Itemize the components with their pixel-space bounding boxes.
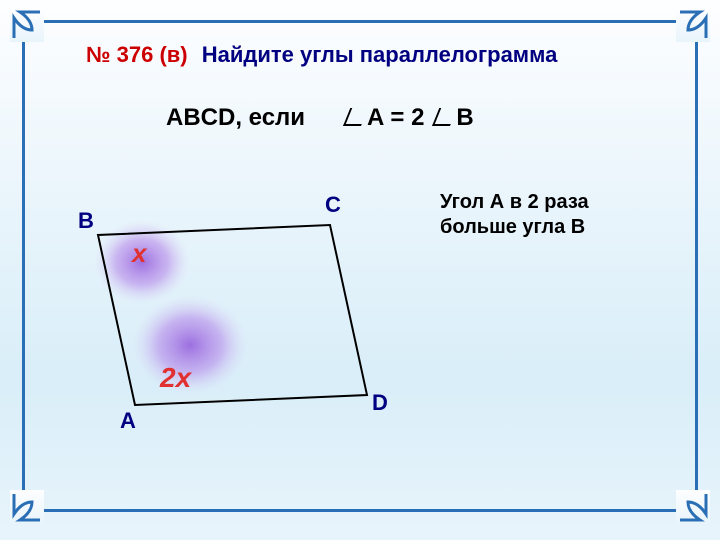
angle-label-2x: 2х (160, 362, 191, 394)
equation-lhs: A (367, 104, 384, 132)
vertex-label-b: В (78, 208, 94, 234)
equation-line: ABCD, если A = 2 B (166, 104, 474, 132)
angle-icon (430, 108, 450, 128)
corner-ornament-tr (676, 8, 710, 42)
corner-ornament-tl (10, 8, 44, 42)
equation-rhs: B (456, 104, 473, 132)
vertex-label-d: D (372, 390, 388, 416)
vertex-label-c: С (325, 192, 341, 218)
equation-prefix: ABCD, если (166, 104, 305, 132)
problem-title: Найдите углы параллелограмма (202, 42, 558, 67)
problem-number: № 376 (в) (86, 42, 188, 67)
problem-heading: № 376 (в) Найдите углы параллелограмма (86, 42, 557, 68)
angle-label-x: х (132, 238, 146, 269)
corner-ornament-bl (10, 490, 44, 524)
diagram-svg (70, 180, 410, 440)
parallelogram-diagram: А В С D х 2х (70, 180, 410, 440)
corner-ornament-br (676, 490, 710, 524)
vertex-label-a: А (120, 408, 136, 434)
hint-text: Угол А в 2 раза больше угла В (440, 190, 660, 240)
angle-icon (341, 108, 361, 128)
equation-eq: = 2 (390, 104, 424, 132)
